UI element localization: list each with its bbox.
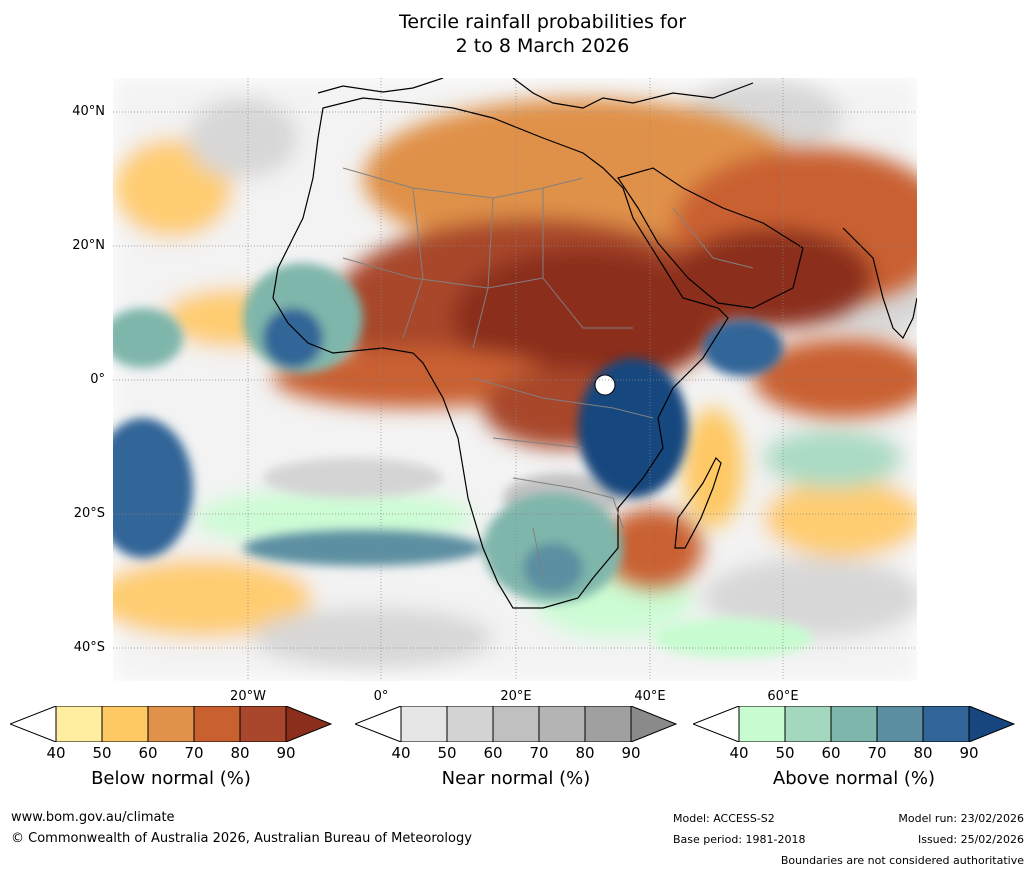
lat-label-20n: 20°N xyxy=(72,238,105,253)
lon-label-20e: 20°E xyxy=(500,689,532,704)
cbar-below-tick: 90 xyxy=(276,744,296,762)
colorbar-above-normal xyxy=(693,706,1015,742)
lon-label-20w: 20°W xyxy=(230,689,266,704)
lat-label-20s: 20°S xyxy=(73,506,105,521)
lat-label-equator: 0° xyxy=(90,372,105,387)
cbar-above-tick: 80 xyxy=(913,744,933,762)
india-coastline xyxy=(842,227,917,340)
cbar-below-tick: 60 xyxy=(138,744,158,762)
map-title-line1: Tercile rainfall probabilities for xyxy=(398,11,687,33)
cbar-below-tick: 40 xyxy=(46,744,66,762)
madagascar-coastline xyxy=(674,456,722,549)
map-title-line2: 2 to 8 March 2026 xyxy=(455,35,630,57)
cbar-below-tick: 80 xyxy=(230,744,250,762)
cbar-above-tick: 60 xyxy=(821,744,841,762)
country-borders xyxy=(342,167,754,579)
model-run-date: Model run: 23/02/2026 xyxy=(898,812,1024,825)
cbar-above-tick: 40 xyxy=(729,744,749,762)
colorbar-near-normal xyxy=(355,706,677,742)
africa-coastline xyxy=(272,97,729,609)
website-link[interactable]: www.bom.gov.au/climate xyxy=(11,810,175,825)
base-period: Base period: 1981-2018 xyxy=(673,833,806,846)
copyright-text: © Commonwealth of Australia 2026, Austra… xyxy=(11,831,472,846)
cbar-near-tick: 70 xyxy=(529,744,549,762)
cbar-below-tick: 50 xyxy=(92,744,112,762)
rainfall-probability-map xyxy=(113,78,917,681)
cbar-near-tick: 40 xyxy=(391,744,411,762)
lon-label-40e: 40°E xyxy=(634,689,666,704)
lon-label-60e: 60°E xyxy=(767,689,799,704)
legend-title-near-normal: Near normal (%) xyxy=(441,768,591,789)
lat-label-40s: 40°S xyxy=(73,640,105,655)
model-name: Model: ACCESS-S2 xyxy=(673,812,775,825)
lon-label-0: 0° xyxy=(373,689,389,704)
cbar-near-tick: 80 xyxy=(575,744,595,762)
map-graphic xyxy=(113,78,917,681)
colorbar-below-normal xyxy=(10,706,332,742)
cbar-near-tick: 60 xyxy=(483,744,503,762)
issued-date: Issued: 25/02/2026 xyxy=(917,833,1024,846)
cbar-near-tick: 50 xyxy=(437,744,457,762)
cbar-above-tick: 50 xyxy=(775,744,795,762)
arabia-coastline xyxy=(617,167,804,309)
cbar-below-tick: 70 xyxy=(184,744,204,762)
europe-coastline xyxy=(317,78,754,109)
graticule xyxy=(113,78,917,681)
cbar-near-tick: 90 xyxy=(621,744,641,762)
legend-title-below-normal: Below normal (%) xyxy=(91,768,251,789)
lake-victoria xyxy=(594,374,616,396)
cbar-above-tick: 90 xyxy=(959,744,979,762)
legend-title-above-normal: Above normal (%) xyxy=(772,768,936,789)
boundaries-disclaimer: Boundaries are not considered authoritat… xyxy=(780,854,1024,867)
above-normal-fields xyxy=(113,263,813,658)
lat-label-40n: 40°N xyxy=(72,104,105,119)
cbar-above-tick: 70 xyxy=(867,744,887,762)
